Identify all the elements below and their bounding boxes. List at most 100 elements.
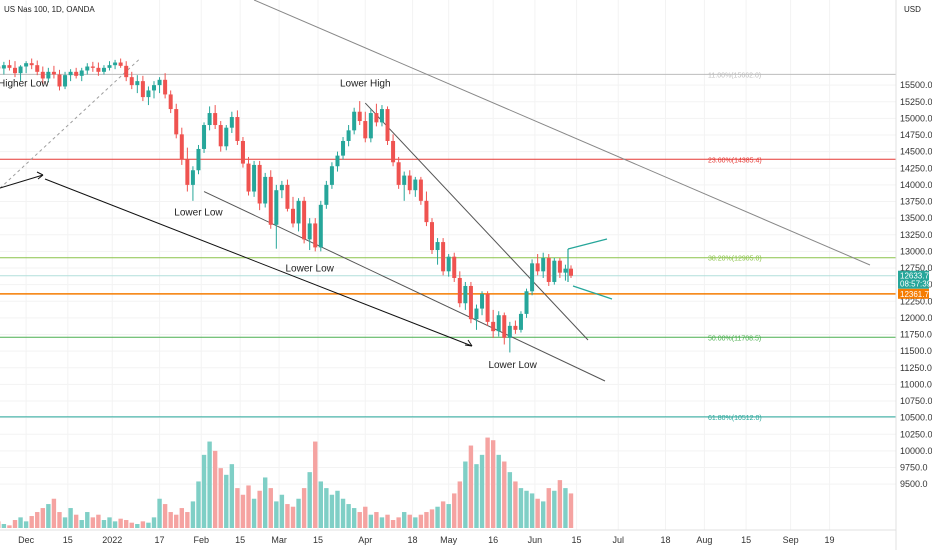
candle-body xyxy=(29,63,34,66)
volume-bar xyxy=(502,461,507,528)
candle-body xyxy=(185,159,190,185)
candle-body xyxy=(68,71,73,76)
candle-body xyxy=(485,293,490,322)
time-tick-label: Jul xyxy=(613,535,625,545)
candle-body xyxy=(418,179,423,201)
volume-bar xyxy=(129,522,134,528)
volume-bar xyxy=(563,488,568,528)
time-tick-label: Aug xyxy=(696,535,712,545)
candle-body xyxy=(307,223,312,240)
candle-body xyxy=(79,70,84,76)
candle-body xyxy=(124,65,129,78)
candle-body xyxy=(74,71,79,76)
price-axis[interactable]: 15500.0 15250.0 15000.0 14750.0 14500.0 14250… xyxy=(895,0,932,550)
candle-body xyxy=(502,315,507,338)
price-tick-label: 12750.0 xyxy=(900,263,932,273)
time-tick-label: 19 xyxy=(825,535,835,545)
time-tick-label: Sep xyxy=(783,535,799,545)
time-tick-label: 18 xyxy=(661,535,671,545)
time-tick-label: 16 xyxy=(488,535,498,545)
volume-bar xyxy=(151,517,157,528)
fib-level-label: 50.00%(11708.5) xyxy=(708,335,761,342)
volume-bar xyxy=(329,494,335,528)
volume-bar xyxy=(1,524,7,528)
volume-bar xyxy=(46,504,51,528)
candle-body xyxy=(190,170,195,185)
time-tick-label: 17 xyxy=(155,535,165,545)
volume-bar xyxy=(246,485,251,528)
candle-body xyxy=(541,258,546,272)
volume-bar xyxy=(568,493,574,528)
time-tick-label: Dec xyxy=(18,535,35,545)
candle-body xyxy=(152,85,156,91)
price-tick-label: 14000.0 xyxy=(900,180,932,190)
candles xyxy=(0,58,573,353)
currency-label: USD xyxy=(904,5,921,14)
time-tick-label: 15 xyxy=(313,535,323,545)
candle-body xyxy=(85,66,90,71)
time-tick-label: 15 xyxy=(741,535,751,545)
volume-bar xyxy=(240,494,246,528)
fib-level-label: 61.80%(10512.0) xyxy=(708,415,762,422)
candle-body xyxy=(196,148,201,171)
volume-bar xyxy=(190,501,196,528)
price-tick-label: 15250.0 xyxy=(900,97,932,107)
volume-bar xyxy=(12,520,18,528)
arrow-line-1 xyxy=(0,174,44,189)
volume-bar xyxy=(201,454,207,528)
volume-bar xyxy=(279,494,285,528)
time-tick-label: Jun xyxy=(528,535,543,545)
volume-bar xyxy=(124,520,129,528)
candle-body xyxy=(557,260,562,273)
time-axis[interactable]: 15 Dec 15 2022 17 Feb 15 Mar 15 Apr 18 May 16 Jun 15 Ju… xyxy=(0,529,896,545)
volume-bar xyxy=(313,441,318,528)
volume-bar xyxy=(529,493,535,528)
volume-bar xyxy=(268,488,273,528)
candle-body xyxy=(379,109,384,123)
candle-body xyxy=(491,321,496,332)
candle-body xyxy=(530,263,535,292)
annotation-label: Higher Low xyxy=(0,78,49,89)
volume-bar xyxy=(196,481,201,528)
candle-body xyxy=(202,125,207,149)
candle-body xyxy=(452,256,457,278)
price-tick-label: 10750.0 xyxy=(900,396,932,406)
price-tick-label: 15500.0 xyxy=(900,80,932,90)
volume-bar xyxy=(407,514,412,528)
candle-body xyxy=(135,81,140,86)
candle-body xyxy=(24,63,29,67)
volume-bar xyxy=(174,514,179,528)
volume-bar xyxy=(368,514,374,528)
candle-body xyxy=(224,127,229,147)
volume-bar xyxy=(135,524,140,528)
flag-top-line xyxy=(567,238,608,250)
candle-body xyxy=(463,285,468,304)
volume-bar xyxy=(507,472,513,528)
price-tick-label: 11250.0 xyxy=(900,363,932,373)
grid xyxy=(0,0,896,530)
candle-body xyxy=(507,325,512,338)
candle-body xyxy=(107,65,112,68)
volume-bar xyxy=(7,525,12,528)
candle-body xyxy=(318,204,323,248)
candle-body xyxy=(129,77,134,86)
candle-body xyxy=(252,164,257,192)
candle-body xyxy=(496,315,501,332)
volume-bar xyxy=(207,441,212,528)
volume-bar xyxy=(390,520,396,528)
volume-bar xyxy=(513,481,518,528)
volume-bar xyxy=(307,472,312,528)
candle-body xyxy=(341,140,346,156)
candle-body xyxy=(140,81,145,98)
volume-bar xyxy=(218,468,223,528)
price-tick-label: 13250.0 xyxy=(900,230,932,240)
volume-bar xyxy=(396,517,401,528)
price-badge-label: 12633.7 xyxy=(900,272,929,281)
candle-body xyxy=(263,176,268,204)
candle-body xyxy=(385,109,390,141)
candle-body xyxy=(274,190,279,225)
volume-bar xyxy=(35,512,40,528)
volume-bar xyxy=(157,498,162,528)
volume-bar xyxy=(413,517,418,528)
